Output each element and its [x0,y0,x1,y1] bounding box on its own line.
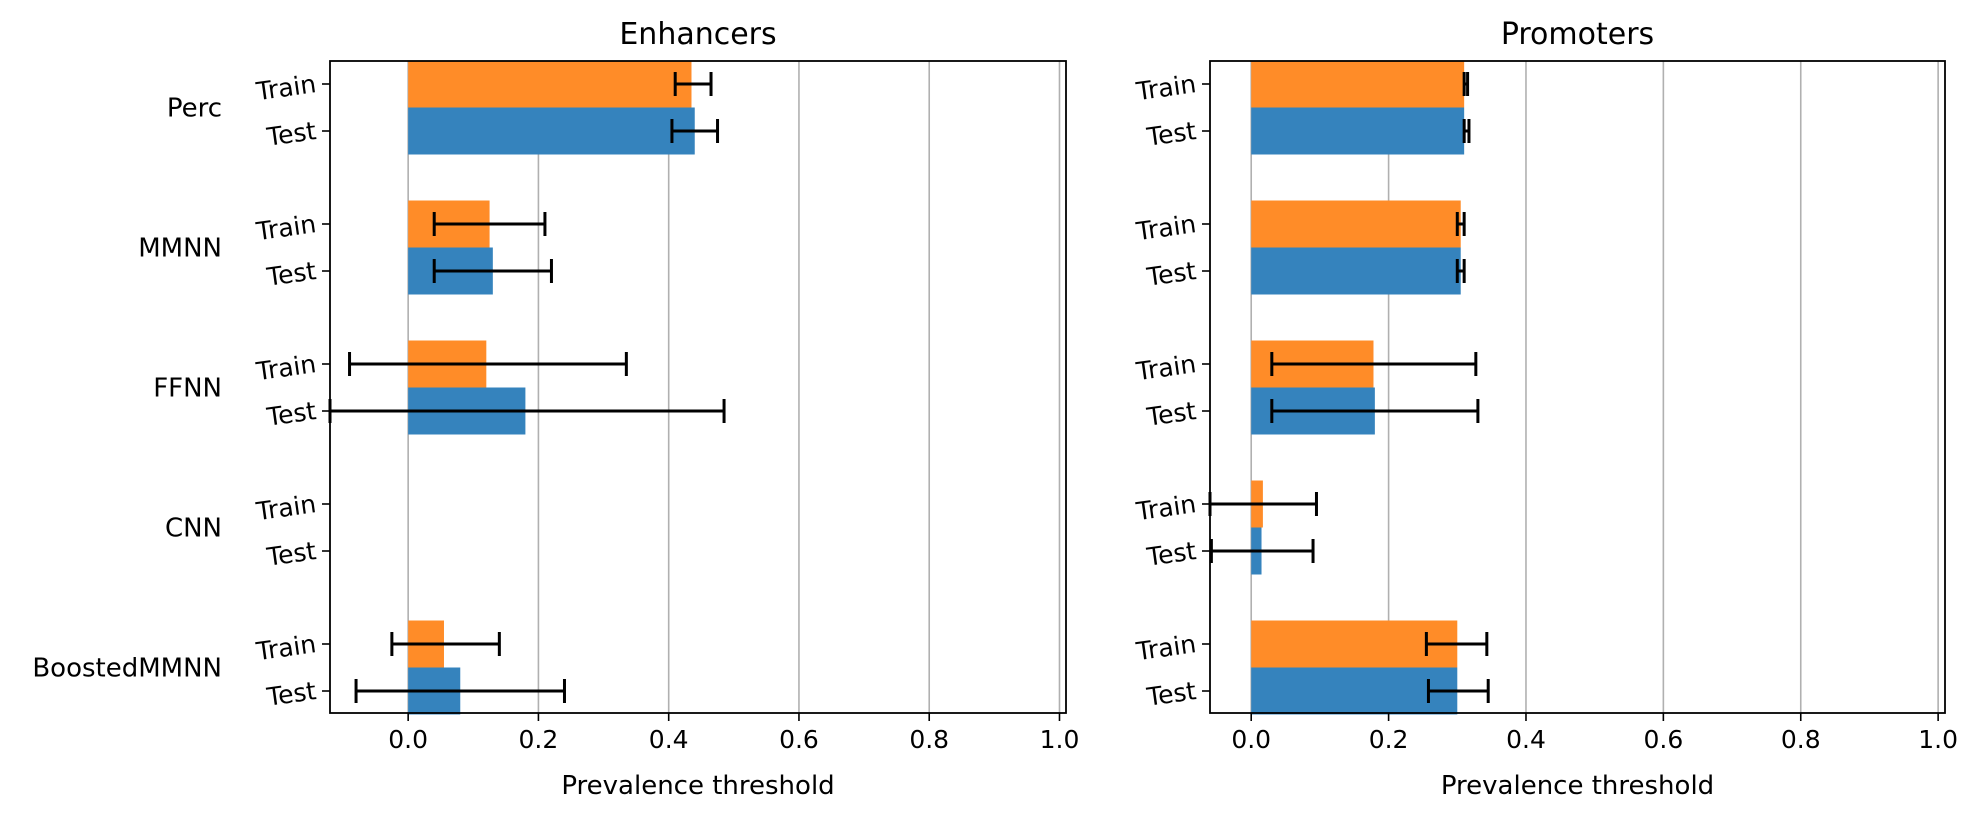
enhancers-xtick-label: 0.8 [909,725,949,754]
promoters-xtick-label: 0.4 [1506,725,1546,754]
enhancers-ytick-label: Test [264,116,318,152]
promoters-bar-perc-train [1251,60,1465,108]
promoters-ytick-label: Train [1134,69,1198,106]
promoters-ytick-label: Test [1144,396,1198,432]
group-label-mmnn: MMNN [138,234,222,264]
promoters-bar-boostedmmnn-train [1251,620,1458,668]
promoters-xtick-label: 0.0 [1231,725,1271,754]
enhancers-ytick-label: Train [254,209,318,246]
enhancers-ytick-label: Train [254,489,318,526]
promoters-bar-mmnn-train [1251,200,1461,248]
enhancers-bar-perc-train [408,60,692,108]
enhancers-ytick-label: Train [254,629,318,666]
promoters-bar-boostedmmnn-test [1251,667,1458,715]
enhancers-xtick-label: 0.0 [388,725,428,754]
enhancers-xtick-label: 0.6 [779,725,819,754]
enhancers-ytick-label: Test [264,536,318,572]
promoters-ytick-label: Test [1144,256,1198,292]
promoters-xtick-label: 1.0 [1918,725,1958,754]
group-label-ffnn: FFNN [153,374,222,404]
promoters-ytick-label: Test [1144,536,1198,572]
promoters-bar-mmnn-test [1251,247,1461,295]
enhancers-xtick-label: 0.2 [519,725,559,754]
enhancers-xtick-label: 0.4 [649,725,689,754]
promoters-title: Promoters [1501,17,1654,52]
promoters-xtick-label: 0.6 [1643,725,1683,754]
promoters-ytick-label: Train [1134,209,1198,246]
enhancers-axes-frame [329,60,1067,714]
enhancers-ytick-label: Train [254,69,318,106]
promoters-ytick-label: Train [1134,489,1198,526]
enhancers-title: Enhancers [619,17,776,52]
group-label-cnn: CNN [165,514,222,544]
promoters-bar-perc-test [1251,107,1465,155]
group-label-boostedmmnn: BoostedMMNN [32,654,222,684]
promoters-xtick-label: 0.2 [1369,725,1409,754]
enhancers-bar-perc-test [408,107,695,155]
group-label-perc: Perc [167,94,222,124]
promoters-ytick-label: Test [1144,116,1198,152]
enhancers-ytick-label: Train [254,349,318,386]
promoters-axes-frame [1209,60,1946,714]
enhancers-ytick-label: Test [264,676,318,712]
promoters-xlabel: Prevalence threshold [1441,771,1714,801]
promoters-ytick-label: Train [1134,629,1198,666]
enhancers-ytick-label: Test [264,256,318,292]
promoters-ytick-label: Test [1144,676,1198,712]
promoters-ytick-label: Train [1134,349,1198,386]
promoters-xtick-label: 0.8 [1781,725,1821,754]
enhancers-xtick-label: 1.0 [1040,725,1080,754]
enhancers-ytick-label: Test [264,396,318,432]
enhancers-xlabel: Prevalence threshold [561,771,834,801]
